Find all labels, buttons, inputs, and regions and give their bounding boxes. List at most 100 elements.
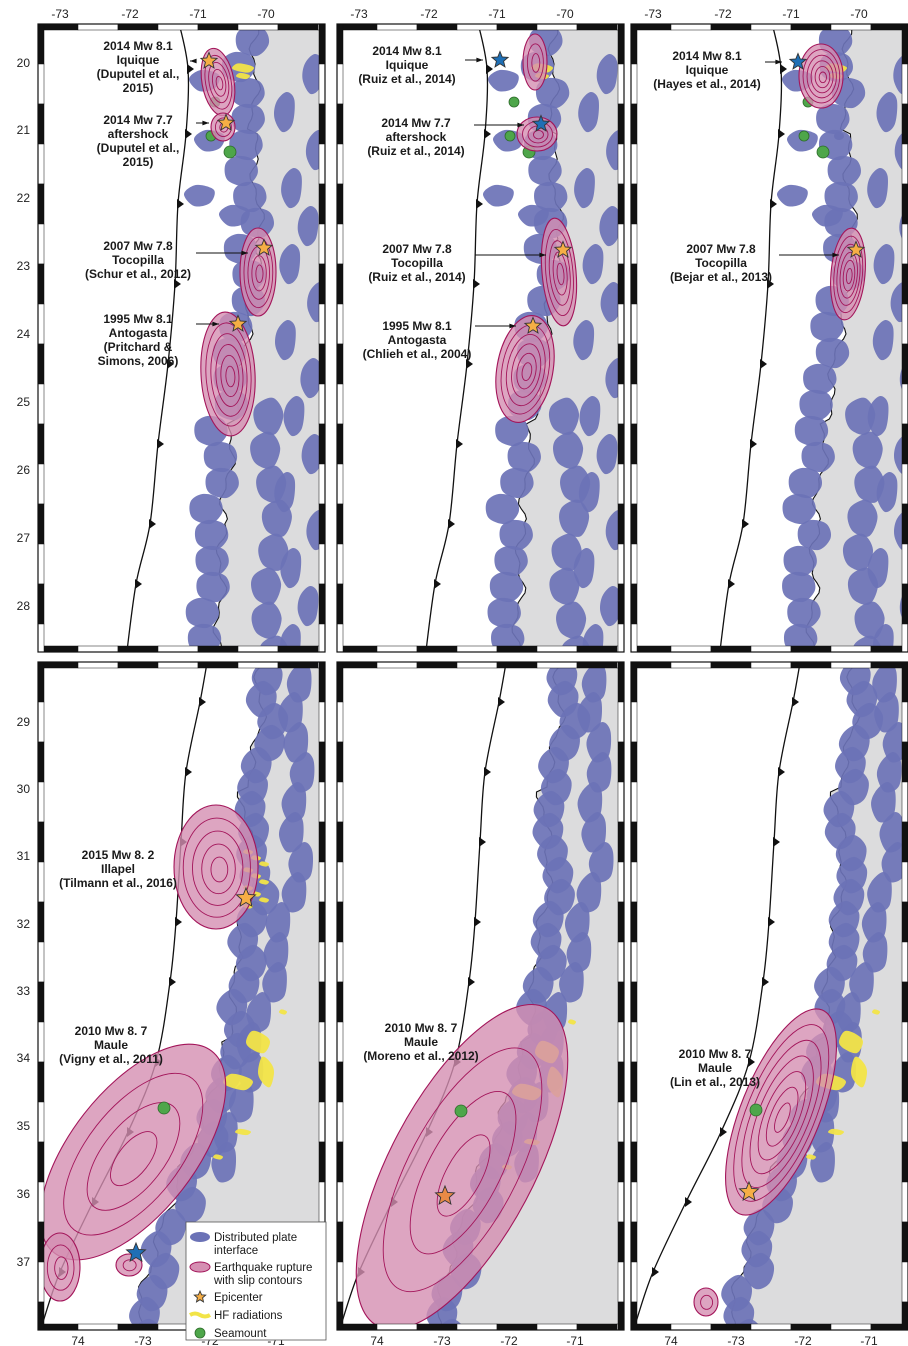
frame-scale-bar [630, 383, 638, 425]
plate-interface-patch [262, 962, 287, 1003]
annotation-line: (Hayes et al., 2014) [653, 77, 760, 91]
frame-scale-bar [901, 423, 908, 465]
frame-scale-bar [901, 901, 908, 943]
frame-scale-bar [37, 1101, 45, 1143]
frame-scale-bar [617, 303, 625, 345]
subduction-barb-icon [498, 697, 505, 707]
plate-interface-patch [274, 91, 295, 133]
epicenter-star-icon [228, 314, 248, 332]
map-panel-bottom-2: 2010 Mw 8. 7 Maule (Moreno et al., 2012) 74… [336, 661, 625, 1346]
subduction-barb-icon [770, 199, 777, 209]
longitude-tick-label: -72 [714, 7, 732, 21]
plate-interface-patch [873, 243, 895, 285]
arrowhead-icon [775, 59, 782, 65]
slip-contour [526, 43, 544, 82]
latitude-tick-label: 37 [17, 1255, 31, 1269]
frame-scale-bar [901, 1221, 908, 1263]
map-panel-bottom-3: 2010 Mw 8. 7 Maule (Lin et al., 2013) 74 -73… [630, 661, 908, 1346]
longitude-tick-label: -73 [727, 1334, 745, 1346]
subduction-barb-icon [479, 837, 486, 847]
longitude-tick-label: -73 [350, 7, 368, 21]
plate-interface-patch [489, 571, 524, 603]
annotation-line: 2014 Mw 8.1 [372, 44, 442, 58]
earthquake-rupture [39, 1232, 81, 1302]
frame-scale-bar [318, 861, 326, 903]
hf-radiation [246, 1030, 270, 1054]
legend-line: with slip contours [213, 1275, 302, 1287]
hf-radiation [851, 1056, 867, 1088]
frame-scale-bar [376, 661, 418, 669]
frame-scale-bar [37, 143, 45, 185]
latitude-tick-label: 24 [17, 327, 31, 341]
frame-scale-bar [630, 543, 638, 585]
hf-radiation [259, 861, 269, 867]
annotation-line: (Ruiz et al., 2014) [367, 144, 464, 158]
slip-contour [774, 1102, 791, 1133]
earthquake-rupture [693, 1287, 719, 1317]
plate-interface-patch [815, 337, 850, 369]
slip-contour [836, 243, 861, 306]
annotation-line: 2010 Mw 8. 7 [679, 1047, 752, 1061]
plate-interface-patch [175, 1186, 206, 1224]
plate-interface-patch [281, 872, 307, 913]
frame-scale-bar [336, 463, 344, 505]
plate-interface-patch [265, 902, 291, 943]
plate-interface-patch [301, 433, 323, 475]
frame-scale-bar [617, 63, 625, 105]
plate-interface-patch [577, 692, 603, 733]
frame-scale-bar [901, 1261, 908, 1303]
plate-interface-patch [194, 519, 229, 551]
longitude-tick-label: -70 [257, 7, 275, 21]
slip-contour [765, 1086, 799, 1147]
plate-interface-patch [507, 441, 541, 473]
frame-scale-bar [37, 543, 45, 585]
frame-scale-bar [117, 1323, 159, 1331]
plate-interface-patch [862, 932, 888, 973]
plate-interface-patch [491, 623, 525, 652]
plate-interface-patch [876, 91, 898, 133]
frame-scale-bar [630, 1141, 638, 1183]
arrowhead-icon [190, 58, 197, 64]
frame-scale-bar [336, 661, 344, 703]
longitude-tick-label: -71 [566, 1334, 584, 1346]
frame-scale-bar [318, 503, 326, 545]
subduction-barb-icon [448, 519, 455, 529]
plate-interface-patch [229, 129, 263, 161]
plate-interface-patch [743, 1252, 775, 1290]
frame-scale-bar [456, 661, 498, 669]
frame-scale-bar [376, 1323, 418, 1331]
slip-contour [210, 856, 229, 883]
plate-interface-patch [534, 181, 568, 213]
frame-scale-bar [617, 981, 625, 1023]
plate-interface-patch [195, 545, 229, 577]
hf-radiation [258, 1056, 274, 1088]
plate-interface-patch [867, 167, 888, 209]
frame-scale-bar [416, 1323, 458, 1331]
plate-interface-patch [582, 243, 604, 285]
rupture-swatch-icon [189, 1261, 211, 1273]
frame-scale-bar [157, 645, 199, 653]
annotation-line: 2010 Mw 8. 7 [385, 1021, 458, 1035]
frame-scale-bar [336, 861, 344, 903]
frame-scale-bar [617, 661, 625, 703]
frame-scale-bar [830, 23, 872, 31]
slip-contour [818, 71, 827, 84]
hf-radiation [839, 1030, 863, 1054]
plate-interface-patch [867, 395, 889, 437]
plate-interface-patch [517, 204, 549, 227]
plate-interface-patch [783, 545, 817, 577]
frame-scale-bar [630, 941, 638, 983]
plate-interface-patch [297, 205, 319, 247]
epicenter-star-icon [788, 52, 808, 70]
slip-contour [757, 1071, 807, 1161]
longitude-tick-label: 74 [664, 1334, 678, 1346]
frame-scale-bar [630, 901, 638, 943]
frame-scale-bar [318, 23, 326, 65]
frame-scale-bar [318, 423, 326, 465]
annotation-line: 1995 Mw 8.1 [382, 319, 452, 333]
slip-contour [533, 129, 544, 140]
epicenter-star-icon [235, 886, 257, 908]
frame-scale-bar [901, 303, 908, 345]
frame-scale-bar [630, 103, 638, 145]
plate-interface-patch [283, 395, 305, 437]
